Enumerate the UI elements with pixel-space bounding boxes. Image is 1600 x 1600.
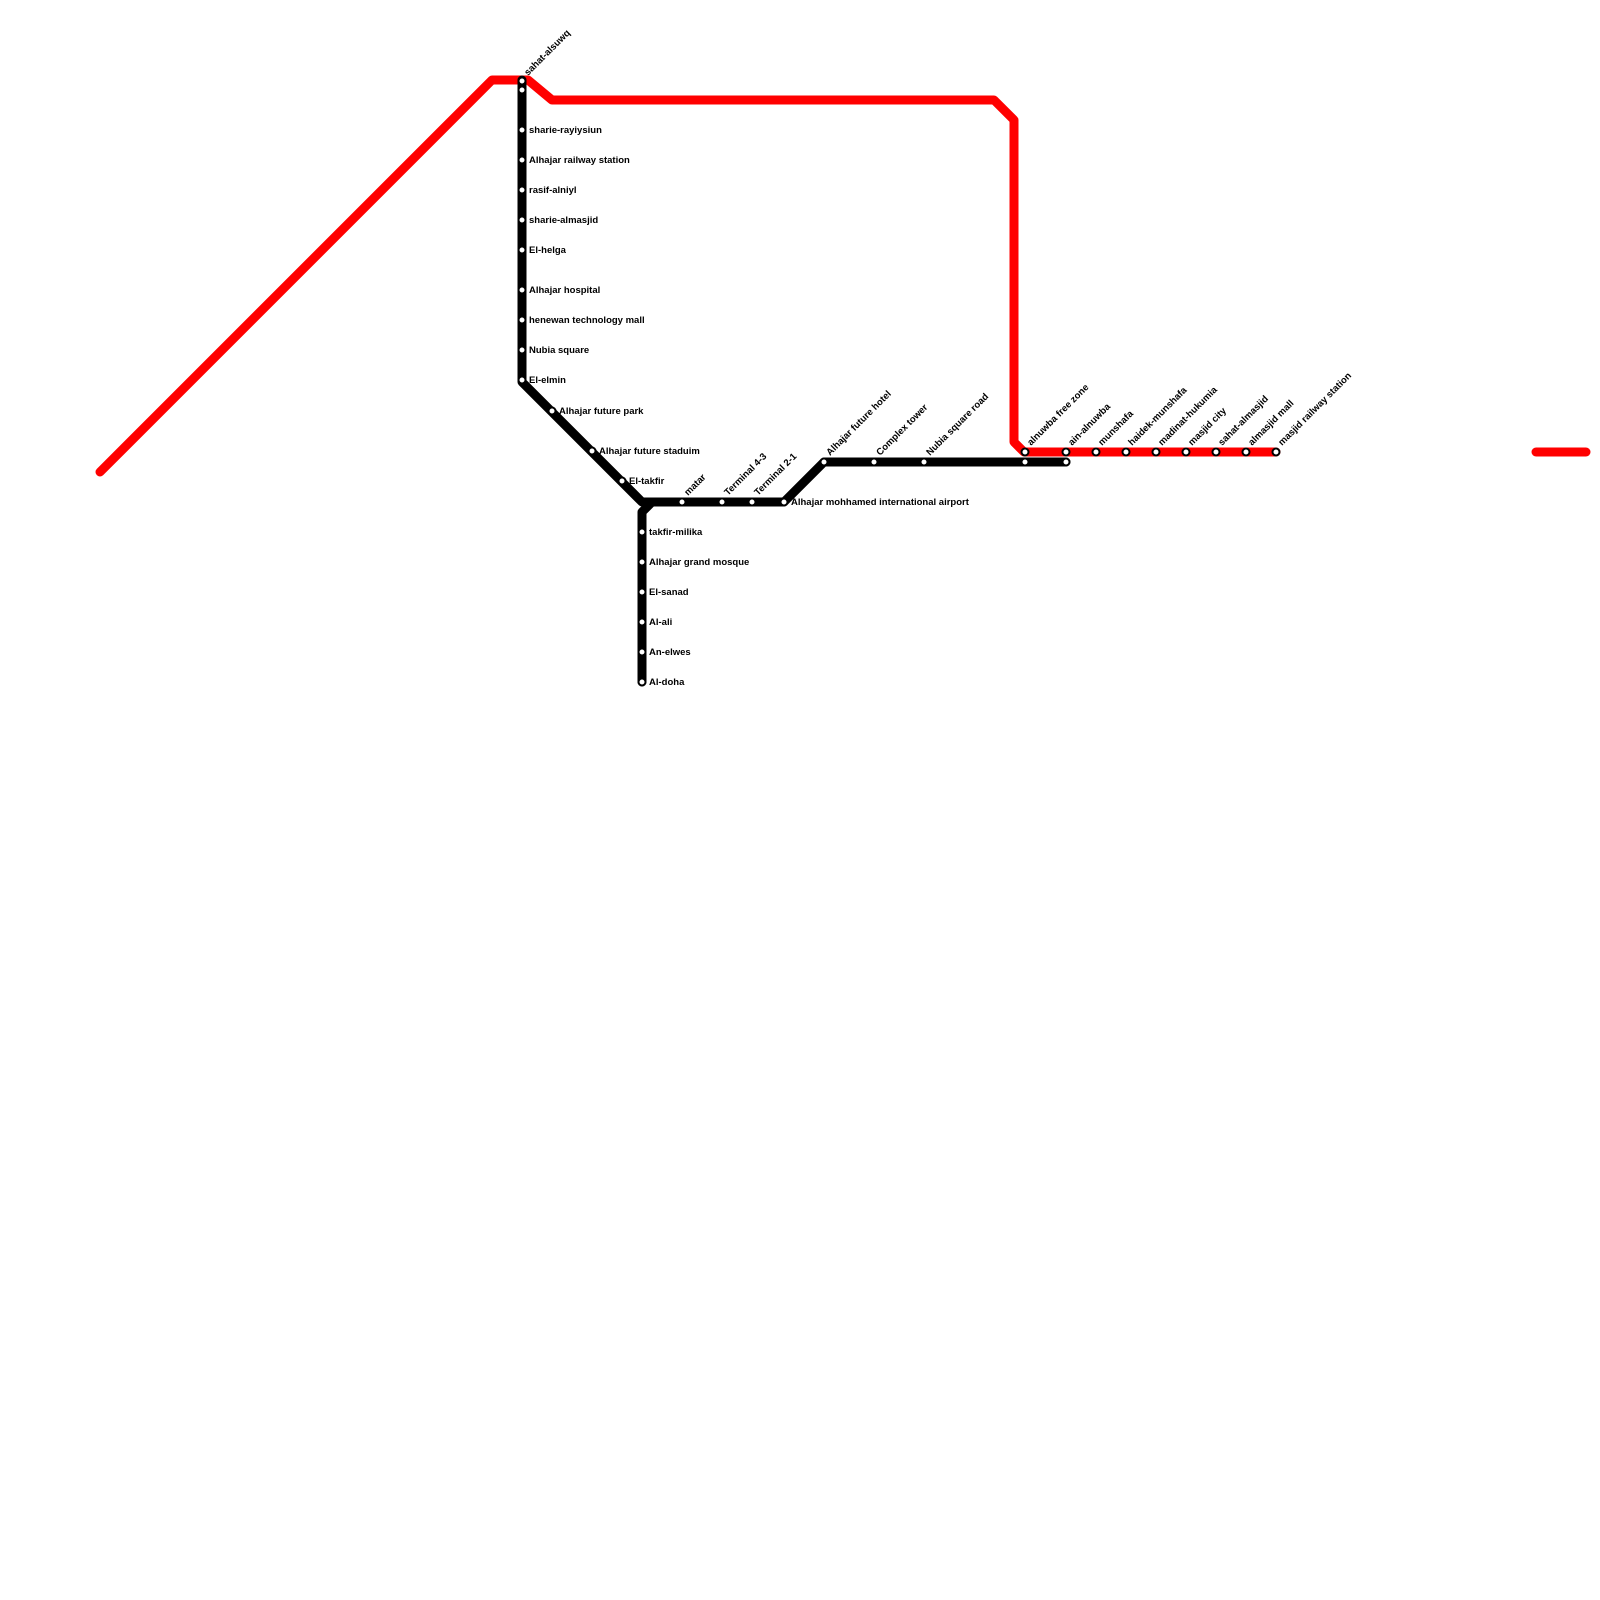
station-label: El-takfir <box>629 476 665 487</box>
station-label: matar <box>682 472 708 498</box>
station-marker[interactable] <box>637 587 647 597</box>
station-marker[interactable] <box>517 215 527 225</box>
station-marker[interactable] <box>1061 457 1071 467</box>
station-al-ali[interactable]: Al-ali <box>637 617 673 628</box>
station-sharie-almasjid[interactable]: sharie-almasjid <box>517 215 599 226</box>
station-alhajar-future-staduim[interactable]: Alhajar future staduim <box>587 446 700 457</box>
station-marker[interactable] <box>1211 447 1221 457</box>
station-alhajar-grand-mosque[interactable]: Alhajar grand mosque <box>637 557 750 568</box>
station-marker[interactable] <box>819 457 829 467</box>
station-marker[interactable] <box>517 285 527 295</box>
station-an-elwes[interactable]: An-elwes <box>637 647 691 658</box>
station-label: Al-doha <box>649 677 685 688</box>
station-label: sahat-alsuwq <box>522 28 572 78</box>
station-marker[interactable] <box>1020 457 1030 467</box>
station-marker[interactable] <box>517 76 527 86</box>
station-label: Complex tower <box>874 402 930 458</box>
station-marker[interactable] <box>517 155 527 165</box>
station-marker[interactable] <box>637 527 647 537</box>
station-label: El-elmin <box>529 375 566 386</box>
station-label: Alhajar future park <box>559 406 644 417</box>
station-marker[interactable] <box>517 375 527 385</box>
station-henewan-technology-mall[interactable]: henewan technology mall <box>517 315 645 326</box>
station-marker[interactable] <box>677 497 687 507</box>
black-line <box>517 75 1071 687</box>
station-nubia-square[interactable]: Nubia square <box>517 345 590 356</box>
station-marker[interactable] <box>717 497 727 507</box>
station-marker[interactable] <box>517 85 527 95</box>
station-rasif-alniyl[interactable]: rasif-alniyl <box>517 185 577 196</box>
station-terminal-4-3[interactable]: Terminal 4-3 <box>717 451 770 507</box>
station-marker[interactable] <box>517 315 527 325</box>
red-line <box>95 75 1591 477</box>
station-marker[interactable] <box>517 345 527 355</box>
station-marker[interactable] <box>1151 447 1161 457</box>
station-marker[interactable] <box>517 245 527 255</box>
station-nubia-square-road[interactable]: Nubia square road <box>919 391 992 467</box>
station-marker[interactable] <box>1020 447 1030 457</box>
station-alhajar-future-park[interactable]: Alhajar future park <box>547 406 645 417</box>
station-marker[interactable] <box>1241 447 1251 457</box>
station-label: El-helga <box>529 245 567 256</box>
station-marker[interactable] <box>1121 447 1131 457</box>
station-label: Nubia square road <box>924 391 991 458</box>
station-label: rasif-alniyl <box>529 185 577 196</box>
station-label: Al-ali <box>649 617 672 628</box>
station-complex-tower[interactable]: Complex tower <box>869 402 931 467</box>
station-marker[interactable] <box>617 476 627 486</box>
station-marker[interactable] <box>517 185 527 195</box>
station-marker[interactable] <box>1181 447 1191 457</box>
station-label: Nubia square <box>529 345 589 356</box>
station-marker[interactable] <box>1271 447 1281 457</box>
station-marker[interactable] <box>1091 447 1101 457</box>
station-marker[interactable] <box>637 647 647 657</box>
station-label: El-sanad <box>649 587 689 598</box>
station-marker[interactable] <box>547 406 557 416</box>
station-al-doha[interactable]: Al-doha <box>637 677 686 688</box>
station-label: Alhajar mohhamed international airport <box>791 497 970 508</box>
station-label: Alhajar future staduim <box>599 446 700 457</box>
station-label: Alhajar railway station <box>529 155 630 166</box>
station-label: henewan technology mall <box>529 315 645 326</box>
station-el-sanad[interactable]: El-sanad <box>637 587 689 598</box>
station-marker[interactable] <box>637 677 647 687</box>
station-marker[interactable] <box>779 497 789 507</box>
station-marker[interactable] <box>869 457 879 467</box>
station-el-takfir[interactable]: El-takfir <box>617 476 665 487</box>
station-marker[interactable] <box>517 125 527 135</box>
station-alhajar-railway-station[interactable]: Alhajar railway station <box>517 155 631 166</box>
station-label: sharie-rayiysiun <box>529 125 602 136</box>
black-line-main <box>517 75 1071 507</box>
station-label: sahat-almasjid <box>1216 394 1271 449</box>
station-alhajar-mohhamed-international-airport[interactable]: Alhajar mohhamed international airport <box>779 497 970 508</box>
red-line-main <box>95 75 1281 477</box>
station-sharie-rayiysiun[interactable]: sharie-rayiysiun <box>517 125 603 136</box>
station-marker[interactable] <box>637 617 647 627</box>
station-marker[interactable] <box>587 446 597 456</box>
station-label: Alhajar grand mosque <box>649 557 749 568</box>
station-takfir-milika[interactable]: takfir-milika <box>637 527 704 538</box>
station-el-helga[interactable]: El-helga <box>517 245 567 256</box>
station-label: takfir-milika <box>649 527 703 538</box>
station-label: Alhajar hospital <box>529 285 600 296</box>
station-el-elmin[interactable]: El-elmin <box>517 375 567 386</box>
station-label: An-elwes <box>649 647 691 658</box>
station-marker[interactable] <box>747 497 757 507</box>
station-marker[interactable] <box>637 557 647 567</box>
station-marker[interactable] <box>1061 447 1071 457</box>
station-label: sharie-almasjid <box>529 215 598 226</box>
station-marker[interactable] <box>919 457 929 467</box>
station-alhajar-hospital[interactable]: Alhajar hospital <box>517 285 601 296</box>
